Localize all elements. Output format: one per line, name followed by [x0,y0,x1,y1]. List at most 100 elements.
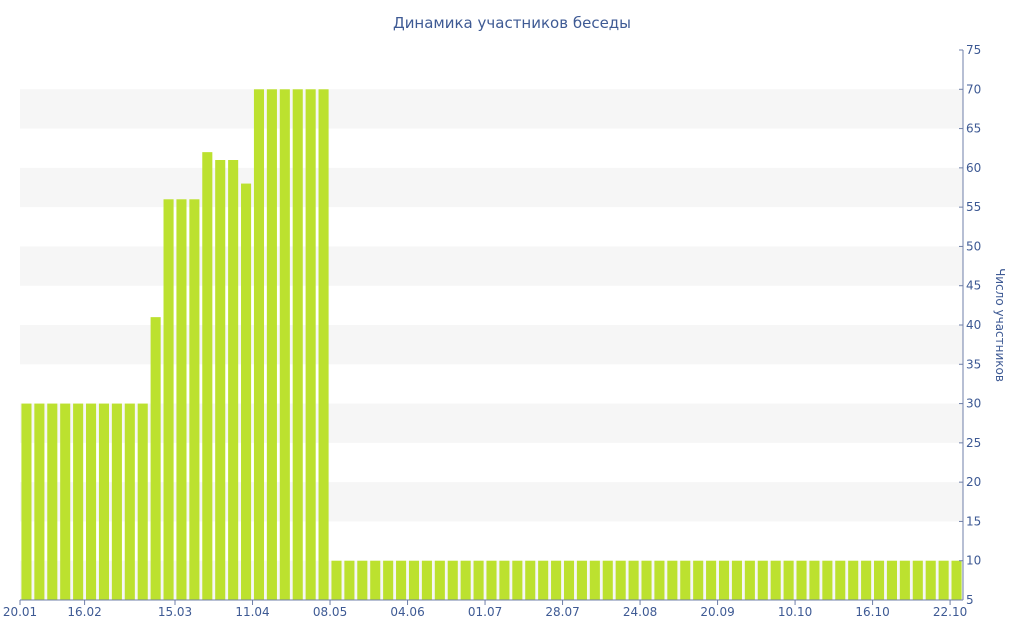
y-tick-label: 5 [966,593,974,607]
bar [305,89,316,600]
bar [421,560,432,600]
bar [344,560,355,600]
bar [835,560,846,600]
bars-group [21,89,962,601]
bar [73,403,84,600]
grid-band [20,246,963,286]
y-axis: 5 10 15 20 25 30 35 40 45 50 55 60 65 70 75 [959,43,981,607]
bar [551,560,562,600]
bar [383,560,394,600]
y-tick-label: 15 [966,514,981,528]
bar [757,560,768,600]
bar [899,560,910,600]
bar [47,403,58,600]
x-tick-label: 10.10 [778,605,812,619]
x-tick-label: 04.06 [390,605,424,619]
bar [241,183,252,600]
bar [124,403,135,600]
grid-band [20,89,963,129]
grid-band [20,167,963,208]
bar [189,199,200,601]
bar [796,560,807,600]
bar [654,560,665,600]
bar [499,560,510,600]
x-tick-label: 24.08 [623,605,657,619]
bar [667,560,678,600]
x-tick-label: 11.04 [235,605,269,619]
y-tick-label: 65 [966,122,981,136]
bar [292,89,303,600]
x-tick-label: 28.07 [545,605,579,619]
bar [150,317,161,600]
bar [60,403,71,600]
x-tick-label: 16.10 [855,605,889,619]
bar [731,560,742,600]
y-tick-label: 30 [966,397,981,411]
bar [460,560,471,600]
y-tick-label: 70 [966,82,981,96]
x-axis: 20.01 16.02 15.03 11.04 08.05 04.06 01.07 28.07… [3,599,967,619]
bar [693,560,704,600]
y-axis-title: Число участников [993,268,1007,382]
bar [615,560,626,600]
chart-title: Динамика участников беседы [393,14,631,32]
y-tick-label: 25 [966,436,981,450]
bar [357,560,368,600]
bar [331,560,342,600]
x-tick-label: 15.03 [158,605,192,619]
grid-band [20,403,963,443]
x-tick-label: 08.05 [313,605,347,619]
bar [512,560,523,600]
bar [253,89,265,600]
bar [98,403,110,600]
bar [408,560,420,600]
bar [744,560,755,600]
y-tick-label: 75 [966,43,981,57]
x-tick-label: 22.10 [933,605,967,619]
bar [706,560,717,600]
y-tick-label: 50 [966,239,981,253]
bar [21,403,32,600]
bar [279,89,290,600]
y-tick-label: 60 [966,161,981,175]
y-tick-label: 55 [966,200,981,214]
bar [912,560,923,600]
bar [563,560,575,600]
bar [473,560,484,600]
y-tick-label: 45 [966,279,981,293]
bar [176,199,187,601]
bar [137,403,148,600]
y-tick-label: 10 [966,554,981,568]
bar [770,560,781,600]
x-tick-label: 01.07 [468,605,502,619]
bar [163,199,174,601]
bar [447,560,458,600]
bar [396,560,407,600]
y-tick-label: 20 [966,475,981,489]
bar [822,560,833,600]
bar [266,89,277,600]
bar [228,160,239,600]
bar [874,560,885,600]
bar [86,403,97,600]
bar [809,560,820,600]
bar [486,560,497,600]
bar [576,560,587,600]
bar [202,152,213,600]
bar [589,560,600,600]
bar [370,560,381,600]
grid-band [20,325,963,365]
bar [951,560,962,600]
bar [925,560,936,600]
bar [111,403,122,600]
bar [318,89,329,600]
bar [215,160,226,600]
bar [938,560,949,600]
grid-bands [20,89,963,600]
bar [34,403,45,600]
x-tick-label: 20.09 [700,605,734,619]
x-tick-label: 16.02 [67,605,101,619]
bar [641,560,652,600]
